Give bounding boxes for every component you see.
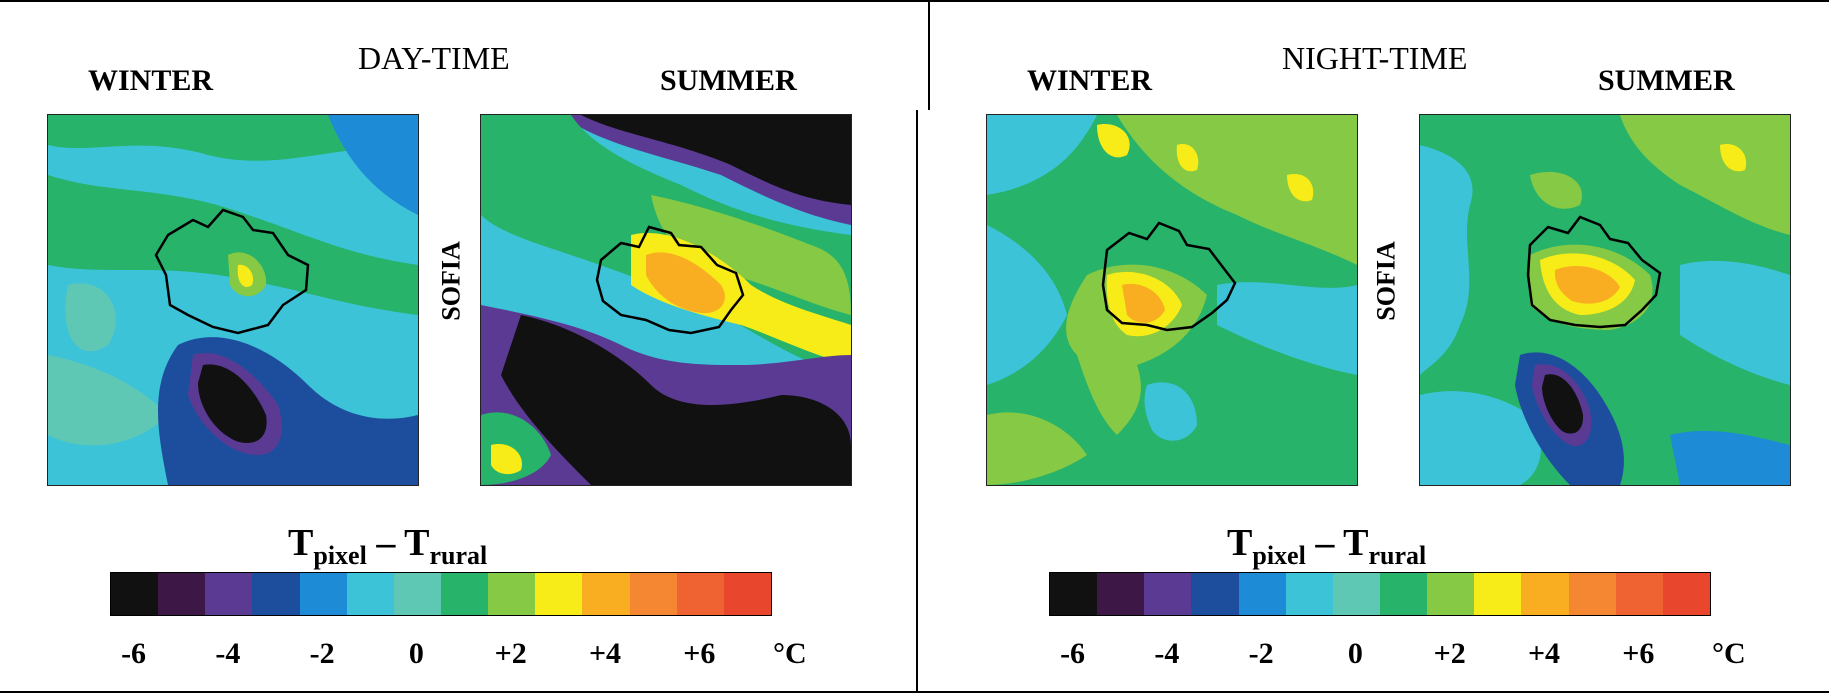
colorbar-tick-label: +2 xyxy=(494,637,527,670)
bottom-border xyxy=(0,691,1829,693)
period-label-night: NIGHT-TIME xyxy=(1282,40,1468,76)
colorbar-swatch xyxy=(252,573,300,615)
colorbar-swatch xyxy=(393,573,441,615)
colorbar-swatch xyxy=(535,573,583,615)
colorbar-swatch xyxy=(1332,573,1380,615)
colorbar-swatch xyxy=(1568,573,1616,615)
season-label-night-winter: WINTER xyxy=(1027,64,1153,97)
colorbar-swatch xyxy=(1097,573,1145,615)
colorbar-swatch xyxy=(1521,573,1569,615)
colorbar-swatch xyxy=(1474,573,1522,615)
colorbar-swatch xyxy=(158,573,206,615)
colorbar-swatch xyxy=(1615,573,1663,615)
colorbar-tick-label: -2 xyxy=(309,637,335,670)
colorbar-tick-label: -4 xyxy=(215,637,241,670)
colorbar-night xyxy=(1049,572,1711,616)
top-border xyxy=(0,0,1829,2)
colorbar-swatch xyxy=(1238,573,1286,615)
colorbar-tick-label: 0 xyxy=(408,637,424,670)
colorbar-swatch xyxy=(299,573,347,615)
colorbar-swatch xyxy=(205,573,253,615)
colorbar-swatch xyxy=(1050,573,1098,615)
colorbar-swatch xyxy=(1379,573,1428,615)
colorbar-swatch xyxy=(1144,573,1192,615)
city-label-day: SOFIA xyxy=(436,241,466,321)
colorbar-swatch xyxy=(488,573,536,615)
season-label-day-winter: WINTER xyxy=(88,64,214,97)
map-night-summer xyxy=(1419,114,1791,486)
period-label-day: DAY-TIME xyxy=(358,40,510,76)
colorbar-swatch xyxy=(1662,573,1710,615)
divider-top xyxy=(928,0,930,110)
colorbar-tick-label: 0 xyxy=(1347,637,1363,670)
divider-bottom xyxy=(916,110,918,693)
colorbar-swatch xyxy=(111,573,159,615)
colorbar-tick-label: +4 xyxy=(1527,637,1561,670)
colorbar-title-day: Tpixel – Trural xyxy=(288,522,488,570)
map-day-summer xyxy=(480,114,852,486)
colorbar-tick-label: +4 xyxy=(588,637,622,670)
unit-label-day: °C xyxy=(773,637,807,670)
colorbar-swatch xyxy=(346,573,394,615)
colorbar-swatch xyxy=(723,573,771,615)
colorbar-title-night: Tpixel – Trural xyxy=(1227,522,1427,570)
map-day-winter xyxy=(47,114,419,486)
colorbar-swatch xyxy=(629,573,677,615)
colorbar-swatch xyxy=(1427,573,1475,615)
unit-label-night: °C xyxy=(1712,637,1746,670)
colorbar-tick-label: -6 xyxy=(121,637,147,670)
colorbar-swatch xyxy=(676,573,724,615)
colorbar-tick-label: -4 xyxy=(1154,637,1180,670)
colorbar-tick-label: +6 xyxy=(683,637,716,670)
colorbar-tick-label: +6 xyxy=(1622,637,1655,670)
season-label-day-summer: SUMMER xyxy=(660,64,797,97)
colorbar-swatch xyxy=(582,573,630,615)
colorbar-day xyxy=(110,572,772,616)
colorbar-tick-label: -2 xyxy=(1248,637,1274,670)
colorbar-swatch xyxy=(1285,573,1333,615)
season-label-night-summer: SUMMER xyxy=(1598,64,1735,97)
colorbar-tick-label: +2 xyxy=(1433,637,1466,670)
colorbar-swatch xyxy=(1191,573,1239,615)
city-label-night: SOFIA xyxy=(1371,241,1401,321)
colorbar-swatch xyxy=(440,573,489,615)
colorbar-tick-label: -6 xyxy=(1060,637,1086,670)
map-night-winter xyxy=(986,114,1358,486)
